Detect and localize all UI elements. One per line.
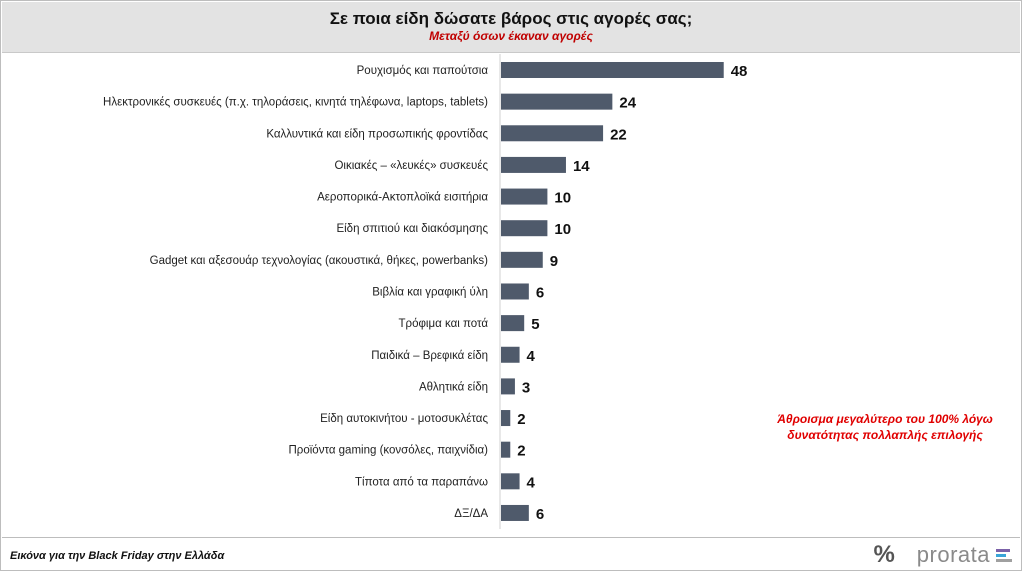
bar [501, 315, 525, 332]
brand-logo: % prorata [873, 541, 1012, 569]
footnote-line-2: δυνατότητας πολλαπλής επιλογής [787, 428, 983, 442]
bar [501, 188, 548, 205]
bar [501, 410, 511, 427]
footer: Εικόνα για την Black Friday στην Ελλάδα … [2, 537, 1020, 571]
bar [501, 378, 515, 395]
category-label: Βιβλία και γραφική ύλη [372, 286, 488, 298]
category-label: Αεροπορικά-Ακτοπλοϊκά εισιτήρια [317, 192, 488, 204]
data-label: 2 [517, 411, 525, 428]
chart-header: Σε ποια είδη δώσατε βάρος στις αγορές σα… [2, 2, 1020, 53]
category-label: Οικιακές – «λευκές» συσκευές [334, 160, 488, 172]
data-label: 48 [731, 63, 748, 80]
bar [501, 346, 520, 363]
data-label: 4 [527, 348, 536, 365]
category-label: Καλλυντικά και είδη προσωπικής φροντίδας [266, 128, 488, 140]
data-label: 9 [550, 253, 558, 270]
chart-subtitle: Μεταξύ όσων έκαναν αγορές [429, 29, 593, 43]
category-label: Αθλητικά είδη [419, 381, 488, 393]
bar [501, 283, 529, 300]
category-label: ΔΞ/ΔΑ [454, 508, 488, 520]
data-label: 4 [527, 474, 536, 491]
bar [501, 504, 529, 521]
footnote-line-1: Άθροισμα μεγαλύτερο του 100% λόγω [777, 412, 993, 426]
footnote: Άθροισμα μεγαλύτερο του 100% λόγω δυνατό… [740, 411, 1024, 443]
data-label: 6 [536, 284, 544, 301]
bar [501, 220, 548, 237]
category-label: Είδη σπιτιού και διακόσμησης [336, 223, 488, 235]
data-label: 14 [573, 158, 590, 175]
brand-name: prorata [916, 542, 990, 567]
brand-bars-icon [996, 545, 1012, 565]
percent-icon: % [873, 541, 895, 568]
bar [501, 441, 511, 458]
footer-caption: Εικόνα για την Black Friday στην Ελλάδα [10, 550, 225, 562]
category-label: Παιδικά – Βρεφικά είδη [371, 350, 488, 362]
chart-title: Σε ποια είδη δώσατε βάρος στις αγορές σα… [329, 9, 693, 28]
bar [501, 62, 724, 78]
data-label: 10 [554, 190, 571, 207]
data-label: 10 [554, 221, 571, 238]
data-label: 22 [610, 126, 627, 143]
data-label: 24 [619, 95, 636, 112]
brand-bar [996, 553, 1006, 557]
bar [501, 125, 604, 142]
category-label: Gadget και αξεσουάρ τεχνολογίας (ακουστι… [150, 255, 489, 267]
category-label: Ηλεκτρονικές συσκευές (π.χ. τηλοράσεις, … [103, 97, 488, 109]
brand-bar [996, 548, 1010, 552]
data-label: 5 [531, 316, 539, 333]
data-label: 2 [517, 443, 525, 460]
category-label: Ρουχισμός και παπούτσια [357, 65, 489, 77]
bar [501, 93, 613, 110]
category-label: Τρόφιμα και ποτά [399, 318, 489, 330]
bar-chart: Ρουχισμός και παπούτσια 48 Ηλεκτρονικές συ… [103, 54, 748, 529]
bar [501, 156, 566, 173]
bar [501, 473, 520, 490]
brand-bar [996, 558, 1012, 562]
bar [501, 251, 543, 268]
data-label: 6 [536, 506, 544, 523]
data-label: 3 [522, 379, 530, 396]
category-label: Προϊόντα gaming (κονσόλες, παιχνίδια) [289, 445, 489, 457]
category-label: Τίποτα από τα παραπάνω [355, 476, 488, 488]
category-label: Είδη αυτοκινήτου - μοτοσυκλέτας [320, 413, 488, 425]
